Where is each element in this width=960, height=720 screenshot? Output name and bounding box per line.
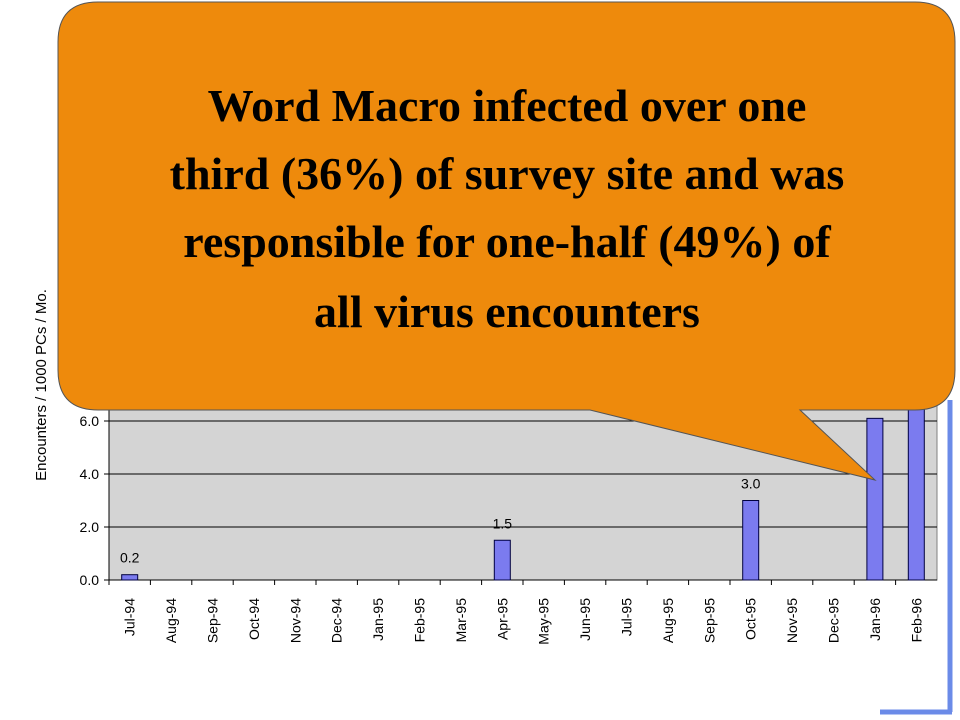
bar: [866, 417, 884, 581]
y-axis-label: Encounters / 1000 PCs / Mo.: [33, 289, 50, 481]
x-tick-label: Sep-94: [205, 598, 221, 643]
x-tick-label: Aug-94: [163, 598, 179, 643]
x-tick-label: Oct-95: [743, 598, 759, 640]
x-tick-label: Jan-96: [867, 598, 883, 641]
x-tick-label: Dec-94: [329, 598, 345, 643]
data-label: 0.2: [120, 550, 140, 566]
callout-text: responsible for one-half (49%) of: [183, 216, 831, 267]
y-tick-label: 6.0: [80, 413, 100, 429]
x-tick-label: Sep-95: [701, 598, 717, 643]
y-tick-label: 4.0: [80, 466, 100, 482]
x-tick-label: Nov-95: [784, 598, 800, 643]
x-tick-label: Feb-95: [412, 598, 428, 643]
x-tick-label: Jul-95: [619, 598, 635, 636]
x-tick-label: Jan-95: [370, 598, 386, 641]
bar: [493, 539, 511, 581]
y-tick-label: 0.0: [80, 572, 100, 588]
callout-text: all virus encounters: [314, 286, 700, 337]
y-tick-label: 2.0: [80, 519, 100, 535]
x-tick-label: Dec-95: [826, 598, 842, 643]
callout-text: third (36%) of survey site and was: [170, 148, 845, 199]
x-tick-label: Aug-95: [660, 598, 676, 643]
data-label: 3.0: [741, 476, 761, 492]
callout: [57, 1, 956, 481]
x-tick-label: May-95: [536, 598, 552, 645]
x-tick-label: Mar-95: [453, 598, 469, 643]
x-tick-label: Nov-94: [287, 598, 303, 643]
x-tick-label: Oct-94: [246, 598, 262, 640]
bar: [742, 500, 760, 581]
callout-text: Word Macro infected over one: [208, 80, 807, 131]
x-tick-label: Feb-96: [908, 598, 924, 643]
data-label: 1.5: [493, 515, 513, 531]
x-tick-label: Apr-95: [494, 598, 510, 640]
x-tick-label: Jun-95: [577, 598, 593, 641]
x-tick-label: Jul-94: [122, 598, 138, 636]
bar: [121, 574, 139, 581]
